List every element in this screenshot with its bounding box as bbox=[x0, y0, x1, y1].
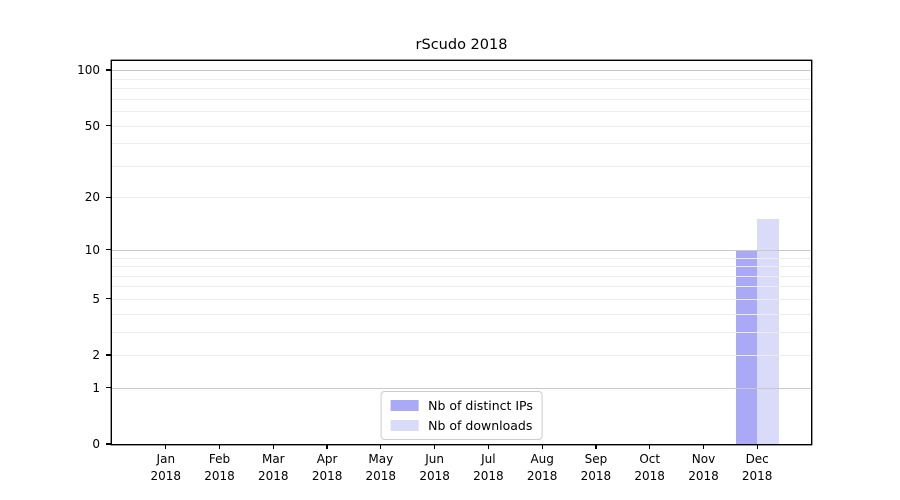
y-tick-mark bbox=[106, 354, 112, 356]
major-gridline bbox=[112, 249, 811, 251]
x-tick-month: Nov bbox=[691, 452, 716, 466]
y-tick-label: 0 bbox=[92, 437, 100, 451]
y-tick-mark bbox=[106, 196, 112, 198]
x-tick-year: 2018 bbox=[365, 469, 397, 483]
y-tick-label: 20 bbox=[84, 190, 100, 205]
x-tick-month: Feb bbox=[208, 452, 231, 466]
minor-gridline bbox=[112, 313, 811, 315]
minor-gridline bbox=[112, 143, 811, 145]
chart-title: rScudo 2018 bbox=[415, 37, 508, 53]
x-tick-mark bbox=[326, 444, 328, 449]
legend-item-distinct-ips: Nb of distinct IPs bbox=[390, 398, 533, 413]
x-tick-label: Mar 2018 bbox=[241, 451, 305, 485]
x-tick-mark bbox=[487, 444, 490, 449]
x-tick-mark bbox=[380, 444, 382, 449]
x-tick-year: 2018 bbox=[580, 469, 612, 483]
plot-area: 0 1 2 5 10 20 50 100 Jan 2018 Feb 2018 Mar 2018 Apr 20… bbox=[77, 61, 811, 483]
x-tick-month: Jun bbox=[425, 452, 444, 466]
x-tick-mark bbox=[433, 444, 436, 449]
minor-gridline bbox=[112, 286, 811, 288]
minor-gridline bbox=[112, 266, 811, 267]
x-tick-year: 2018 bbox=[688, 469, 719, 483]
y-tick-mark bbox=[106, 387, 112, 389]
x-tick-mark bbox=[272, 444, 274, 449]
x-tick-year: 2018 bbox=[258, 469, 289, 483]
minor-gridline bbox=[112, 98, 811, 100]
y-tick-mark bbox=[106, 443, 112, 445]
minor-gridline bbox=[112, 298, 811, 300]
x-tick-month: Aug bbox=[530, 452, 554, 466]
x-tick-mark bbox=[165, 444, 167, 449]
x-tick-year: 2018 bbox=[419, 469, 450, 483]
x-tick-label: Aug 2018 bbox=[510, 451, 574, 485]
gridlines-layer bbox=[112, 61, 811, 444]
minor-gridline bbox=[112, 257, 811, 259]
x-tick-month: Jul bbox=[481, 452, 496, 466]
legend: Nb of distinct IPs Nb of downloads bbox=[380, 391, 543, 440]
x-tick-year: 2018 bbox=[741, 469, 773, 483]
x-tick-month: Sep bbox=[584, 452, 608, 466]
y-tick-mark bbox=[106, 69, 112, 71]
x-tick-year: 2018 bbox=[473, 469, 504, 483]
legend-label-downloads: Nb of downloads bbox=[428, 418, 533, 433]
x-tick-year: 2018 bbox=[204, 469, 235, 483]
y-tick-label: 2 bbox=[92, 348, 100, 362]
x-tick-label: Apr 2018 bbox=[295, 451, 359, 485]
minor-gridline bbox=[112, 88, 811, 89]
minor-gridline bbox=[112, 355, 811, 356]
x-tick-label: Sep 2018 bbox=[564, 451, 628, 485]
x-tick-year: 2018 bbox=[311, 469, 343, 483]
minor-gridline bbox=[112, 110, 811, 112]
legend-swatch-downloads-icon bbox=[390, 420, 419, 431]
x-tick-mark bbox=[541, 444, 543, 449]
legend-label-distinct-ips: Nb of distinct IPs bbox=[428, 398, 533, 413]
bar-dec-distinct-ips bbox=[735, 249, 758, 444]
legend-item-downloads: Nb of downloads bbox=[390, 418, 533, 433]
minor-gridline bbox=[112, 331, 811, 333]
minor-gridline bbox=[112, 197, 811, 199]
minor-gridline bbox=[112, 165, 811, 167]
y-tick-label: 50 bbox=[84, 118, 100, 133]
x-tick-year: 2018 bbox=[634, 469, 665, 483]
x-tick-label: Feb 2018 bbox=[188, 451, 252, 485]
x-tick-year: 2018 bbox=[526, 469, 558, 483]
x-tick-month: Apr bbox=[316, 452, 338, 466]
minor-gridline bbox=[112, 275, 811, 277]
x-tick-label: Jul 2018 bbox=[456, 451, 520, 485]
x-axis-ticks: Jan 2018 Feb 2018 Mar 2018 Apr 2018 May 2018 Jun 20… bbox=[112, 61, 811, 483]
major-gridline bbox=[112, 387, 811, 389]
x-tick-label: Nov 2018 bbox=[672, 451, 736, 485]
x-tick-mark bbox=[756, 444, 758, 449]
y-tick-label: 1 bbox=[92, 380, 100, 395]
x-tick-month: Jan bbox=[156, 452, 176, 466]
major-gridline bbox=[112, 70, 811, 72]
x-tick-mark bbox=[649, 444, 651, 449]
x-tick-mark bbox=[595, 444, 597, 449]
x-tick-label: Jun 2018 bbox=[403, 451, 467, 485]
minor-gridline bbox=[112, 78, 811, 80]
x-tick-label: Jan 2018 bbox=[134, 451, 198, 485]
x-tick-year: 2018 bbox=[150, 469, 182, 483]
y-tick-mark bbox=[106, 249, 112, 251]
legend-swatch-distinct-ips-icon bbox=[390, 400, 419, 411]
y-tick-mark bbox=[106, 124, 112, 127]
x-tick-label: May 2018 bbox=[349, 451, 413, 485]
x-tick-mark bbox=[702, 444, 705, 449]
y-tick-label: 10 bbox=[84, 242, 100, 257]
x-tick-month: Dec bbox=[745, 452, 769, 466]
y-tick-label: 5 bbox=[92, 291, 100, 306]
x-tick-month: Oct bbox=[639, 452, 661, 466]
x-tick-label: Dec 2018 bbox=[725, 451, 789, 485]
x-tick-month: May bbox=[368, 452, 394, 466]
x-tick-label: Oct 2018 bbox=[618, 451, 682, 485]
x-tick-mark bbox=[218, 444, 221, 449]
y-tick-label: 100 bbox=[77, 63, 100, 78]
y-axis-ticks: 0 1 2 5 10 20 50 100 bbox=[77, 61, 811, 451]
minor-gridline bbox=[112, 125, 811, 127]
x-tick-month: Mar bbox=[261, 452, 285, 466]
y-tick-mark bbox=[106, 298, 112, 300]
